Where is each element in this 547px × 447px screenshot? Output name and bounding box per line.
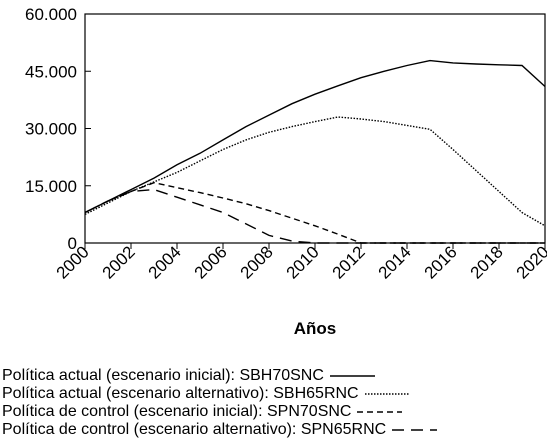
series-layer xyxy=(84,59,546,244)
plot-frame xyxy=(84,13,546,244)
x-tick-label: 2018 xyxy=(467,242,507,282)
x-tick-label: 2000 xyxy=(53,242,93,282)
y-tick-label: 30.000 xyxy=(25,120,77,139)
legend-label: Política de control (escenario inicial):… xyxy=(2,403,352,420)
x-tick-label: 2010 xyxy=(283,242,323,282)
y-axis: 0 15.000 30.000 45.000 60.000 xyxy=(25,5,91,253)
series-line-solid xyxy=(84,59,546,214)
legend-item: Política actual (escenario inicial): SBH… xyxy=(2,367,547,385)
x-tick-label: 2014 xyxy=(375,242,415,282)
legend: Política actual (escenario inicial): SBH… xyxy=(2,367,547,439)
legend-swatch-dotted xyxy=(364,389,410,399)
legend-item: Política de control (escenario inicial):… xyxy=(2,403,547,421)
x-tick-label: 2020 xyxy=(513,242,547,282)
legend-swatch-solid xyxy=(329,371,375,381)
legend-item: Política actual (escenario alternativo):… xyxy=(2,385,547,403)
x-axis-title: Años xyxy=(294,319,337,338)
legend-item: Política de control (escenario alternati… xyxy=(2,421,547,439)
series-line-short-dashed xyxy=(84,181,545,244)
legend-label: Política actual (escenario inicial): SBH… xyxy=(2,367,324,384)
y-tick-label: 60.000 xyxy=(25,5,77,24)
x-tick-label: 2006 xyxy=(191,242,231,282)
x-tick-label: 2012 xyxy=(329,242,369,282)
series-line-long-dashed xyxy=(84,188,545,244)
y-tick-label: 15.000 xyxy=(25,177,77,196)
legend-swatch-long-dashed xyxy=(392,425,438,435)
x-tick-label: 2016 xyxy=(421,242,461,282)
x-tick-label: 2004 xyxy=(145,242,185,282)
x-tick-label: 2008 xyxy=(237,242,277,282)
plot-area xyxy=(84,13,546,244)
x-axis: 2000 2002 2004 2006 2008 2010 2012 2014 2016 2018… xyxy=(53,242,547,282)
y-tick-label: 0 xyxy=(68,234,77,253)
legend-swatch-short-dashed xyxy=(357,407,403,417)
x-tick-label: 2002 xyxy=(99,242,139,282)
y-tick-label: 45.000 xyxy=(25,62,77,81)
legend-label: Política actual (escenario alternativo):… xyxy=(2,385,359,402)
series-line-dotted xyxy=(84,116,546,227)
legend-label: Política de control (escenario alternati… xyxy=(2,421,387,438)
